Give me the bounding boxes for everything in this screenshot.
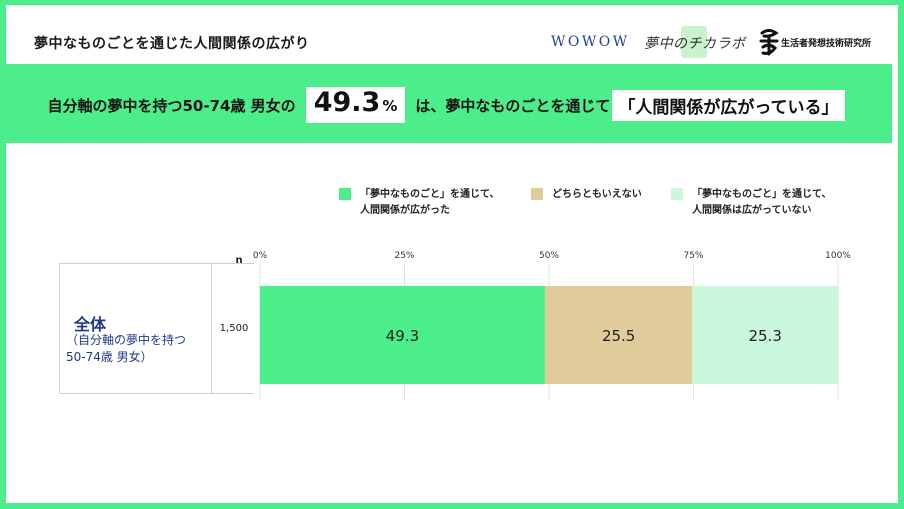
page-title: 夢中なものごとを通じた人間関係の広がり — [34, 36, 310, 52]
headline-prefix: 自分軸の夢中を持つ50-74歳 男女の — [47, 96, 296, 115]
bar-value-label: 25.5 — [602, 327, 635, 345]
legend-item-neutral: どちらともいえない — [531, 187, 642, 203]
row-name: 全体 — [74, 315, 107, 334]
headline-middle: は、夢中なものごとを通じて — [415, 96, 611, 115]
headline: 自分軸の夢中を持つ50-74歳 男女の 49.3% は、夢中なものごとを通じて … — [0, 87, 892, 123]
legend-item-not-expanded: 「夢中なものごと」を通じて、 人間関係は広がっていない — [671, 187, 832, 219]
x-tick-label: 0% — [253, 251, 268, 261]
headline-banner: 自分軸の夢中を持つ50-74歳 男女の 49.3% は、夢中なものごとを通じて … — [0, 64, 892, 143]
x-tick-label: 75% — [683, 251, 703, 261]
headline-value-box: 49.3% — [305, 87, 406, 123]
lab-logo-text: 夢中のチカラボ — [644, 36, 746, 52]
legend-label-neutral: どちらともいえない — [552, 189, 642, 200]
bar-value-label: 49.3 — [386, 327, 419, 345]
legend-swatch-neutral — [531, 188, 543, 200]
legend-label-expanded: 「夢中なものごと」を通じて、 人間関係が広がった — [360, 189, 500, 216]
row-n-value: 1,500 — [219, 323, 249, 334]
wowow-logo: WOWOW — [551, 34, 630, 50]
row-label-cell — [59, 263, 212, 394]
x-tick-label: 25% — [394, 251, 414, 261]
legend-label-not-expanded: 「夢中なものごと」を通じて、 人間関係は広がっていない — [692, 189, 832, 216]
institute-logo-mark-icon — [758, 27, 780, 59]
institute-logo: 生活者発想技術研究所 — [758, 27, 898, 61]
n-header: n — [235, 255, 242, 266]
bar-segment — [692, 286, 838, 384]
bar-segment — [544, 286, 693, 384]
headline-quote: 「人間関係が広がっている」 — [612, 89, 845, 121]
logo-group: WOWOW 夢中のチカラボ 生活者発想技術研究所 — [551, 23, 896, 63]
bar-segment — [260, 286, 545, 384]
headline-unit: % — [382, 97, 398, 115]
legend-swatch-expanded — [339, 188, 351, 200]
headline-value: 49.3 — [313, 87, 381, 118]
row-subtitle: （自分軸の夢中を持つ 50-74歳 男女） — [66, 333, 187, 364]
lab-logo-mark — [681, 26, 707, 58]
x-tick-label: 100% — [825, 251, 851, 261]
legend-swatch-not-expanded — [671, 188, 683, 200]
row-n-cell — [212, 263, 254, 394]
x-tick-label: 50% — [539, 251, 559, 261]
legend-item-expanded: 「夢中なものごと」を通じて、 人間関係が広がった — [339, 187, 500, 219]
lab-logo: 夢中のチカラボ — [641, 23, 745, 59]
bar-value-label: 25.3 — [748, 327, 781, 345]
institute-logo-text: 生活者発想技術研究所 — [781, 39, 872, 49]
